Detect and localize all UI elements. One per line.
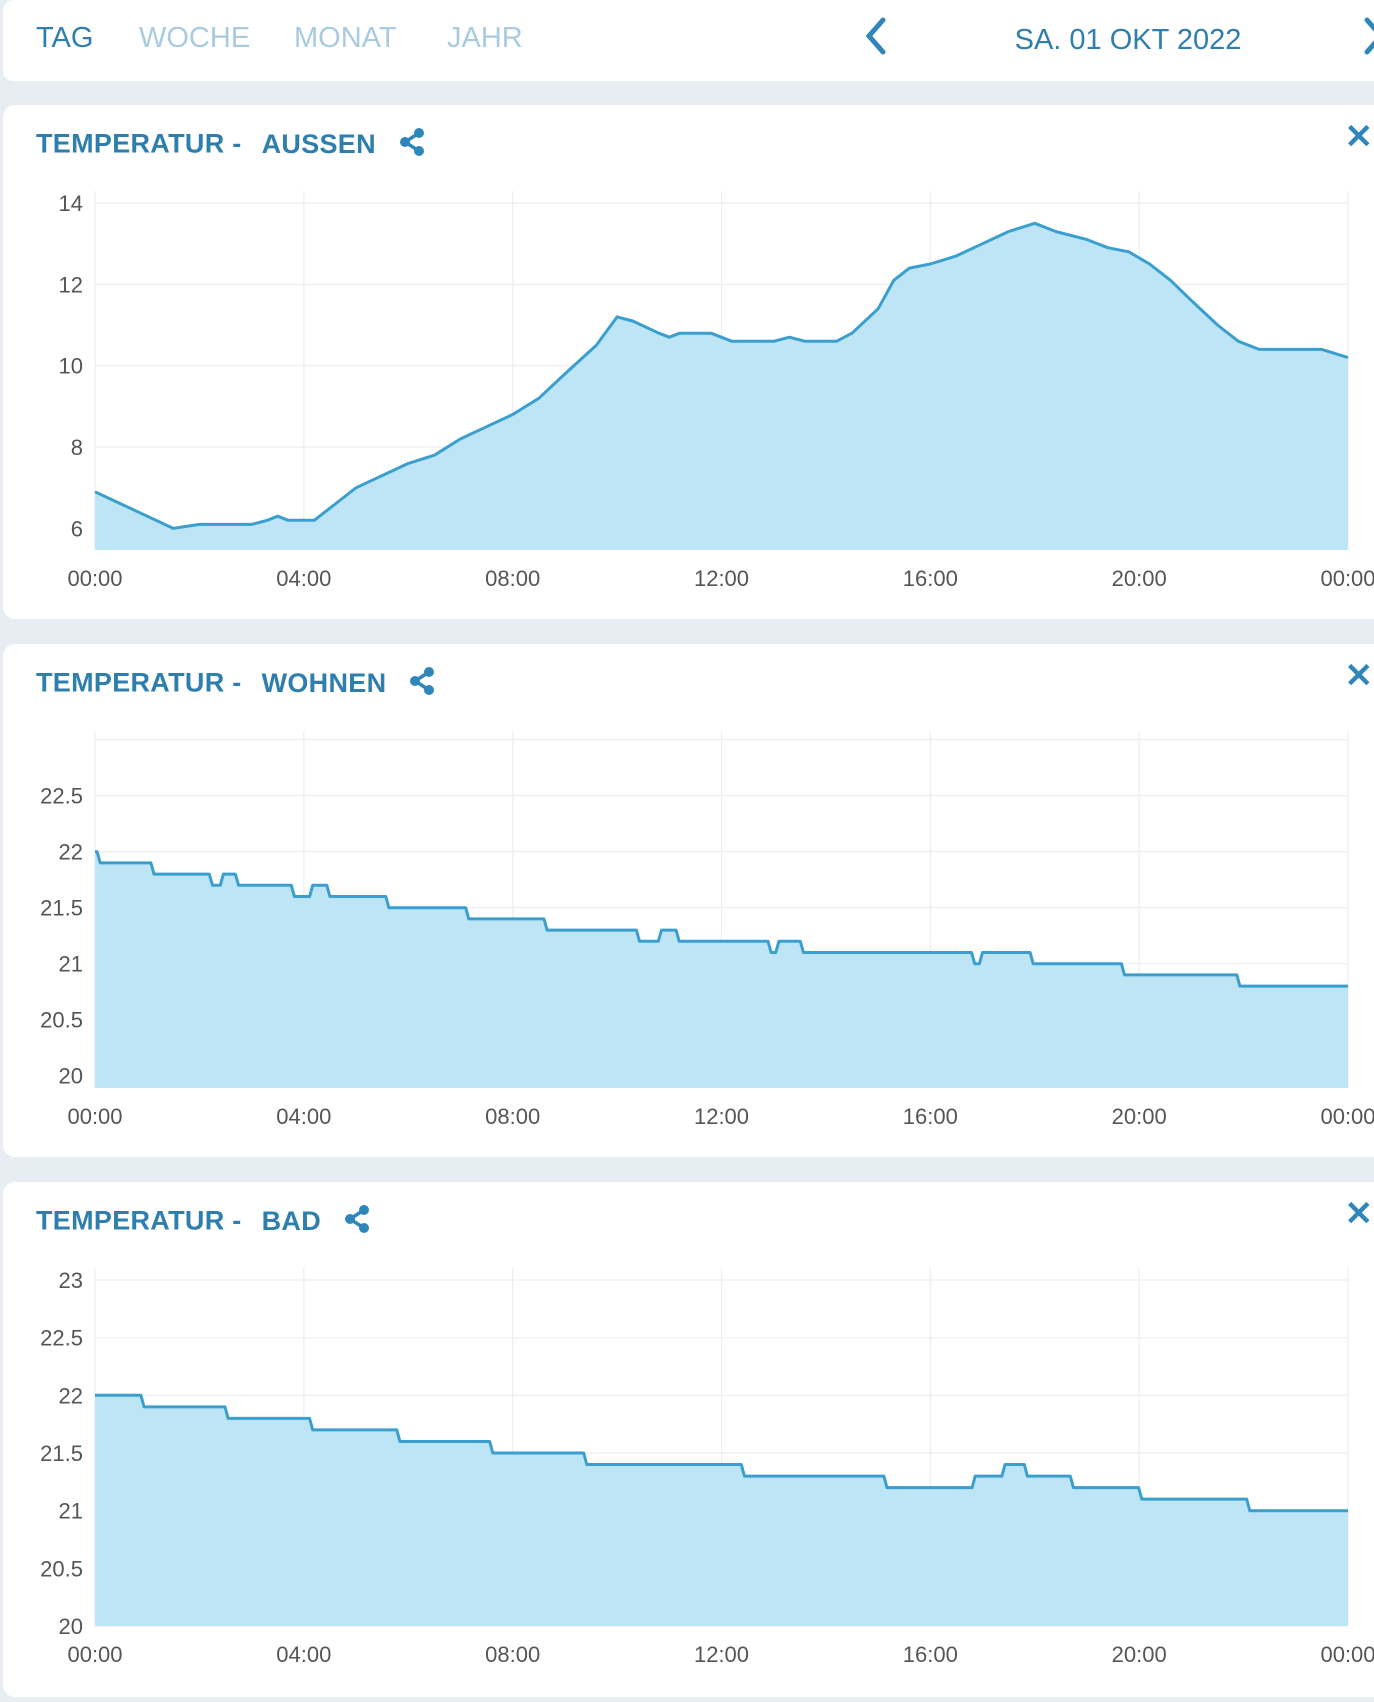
y-tick-label: 20.5 xyxy=(40,1556,83,1581)
chart-title: TEMPERATUR - AUSSEN xyxy=(36,127,426,164)
y-tick-label: 8 xyxy=(71,435,83,460)
close-icon[interactable]: ✕ xyxy=(1344,1195,1374,1233)
y-tick-label: 22.5 xyxy=(40,784,83,809)
title-prefix: TEMPERATUR - xyxy=(36,1205,242,1236)
y-tick-label: 20 xyxy=(59,1614,83,1639)
series-line xyxy=(94,221,1349,530)
area-fill xyxy=(95,851,1348,1088)
chart-title: TEMPERATUR - WOHNEN xyxy=(36,666,436,703)
x-tick-label: 04:00 xyxy=(276,1642,331,1667)
share-icon[interactable] xyxy=(343,1204,371,1241)
tab-jahr[interactable]: JAHR xyxy=(447,22,523,54)
close-icon[interactable]: ✕ xyxy=(1344,118,1374,156)
series-line xyxy=(95,850,1348,988)
y-tick-label: 22 xyxy=(59,1383,83,1408)
y-tick-label: 10 xyxy=(59,354,83,379)
x-tick-label: 08:00 xyxy=(485,1642,540,1667)
x-tick-label: 04:00 xyxy=(276,1104,331,1129)
chart-plot: 6 8 10 12 14 00:00 04:00 08:00 12:00 16:00 20:00 00… xyxy=(59,191,1374,591)
chart-card-aussen: TEMPERATUR - AUSSEN ✕ 6 8 10 12 14 00:00 04:00 08:… xyxy=(3,105,1374,619)
tab-tag[interactable]: TAG xyxy=(36,22,94,54)
y-tick-label: 21 xyxy=(59,952,83,977)
y-tick-label: 12 xyxy=(59,272,83,297)
chevron-left-icon[interactable] xyxy=(863,16,889,66)
x-tick-label: 16:00 xyxy=(903,1642,958,1667)
title-prefix: TEMPERATUR - xyxy=(36,667,242,698)
x-tick-label: 00:00 xyxy=(1320,1642,1374,1667)
x-tick-label: 16:00 xyxy=(903,566,958,591)
x-tick-label: 16:00 xyxy=(903,1104,958,1129)
period-toolbar: TAG WOCHE MONAT JAHR SA. 01 OKT 2022 xyxy=(3,0,1374,81)
y-tick-label: 22 xyxy=(59,840,83,865)
chart-plot: 20 20.5 21 21.5 22 22.5 00:00 04:00 08:00 12:00 16… xyxy=(40,731,1374,1129)
x-tick-label: 00:00 xyxy=(1320,1104,1374,1129)
x-tick-label: 08:00 xyxy=(485,1104,540,1129)
x-tick-label: 00:00 xyxy=(67,566,122,591)
x-tick-label: 20:00 xyxy=(1112,1104,1167,1129)
x-tick-label: 00:00 xyxy=(67,1104,122,1129)
y-tick-label: 14 xyxy=(59,191,83,216)
x-tick-label: 12:00 xyxy=(694,1104,749,1129)
chart-card-bad: TEMPERATUR - BAD ✕ 20 20.5 21 21.5 22 22.5 23 00:0… xyxy=(3,1182,1374,1697)
x-tick-label: 08:00 xyxy=(485,566,540,591)
title-location: AUSSEN xyxy=(261,128,376,159)
x-tick-label: 12:00 xyxy=(694,1642,749,1667)
area-fill xyxy=(95,223,1348,551)
x-tick-label: 20:00 xyxy=(1112,1642,1167,1667)
title-location: BAD xyxy=(261,1205,321,1236)
y-tick-label: 21.5 xyxy=(40,1441,83,1466)
share-icon[interactable] xyxy=(408,666,436,703)
chart-title: TEMPERATUR - BAD xyxy=(36,1204,371,1241)
tab-monat[interactable]: MONAT xyxy=(294,22,397,54)
y-tick-label: 6 xyxy=(71,516,83,541)
share-icon[interactable] xyxy=(398,127,426,164)
x-tick-label: 20:00 xyxy=(1112,566,1167,591)
series-line xyxy=(95,1393,1348,1513)
title-prefix: TEMPERATUR - xyxy=(36,128,242,159)
chart-plot: 20 20.5 21 21.5 22 22.5 23 00:00 04:00 08:00 12:00… xyxy=(40,1268,1374,1667)
tab-woche[interactable]: WOCHE xyxy=(139,22,251,54)
chevron-right-icon[interactable] xyxy=(1361,16,1374,66)
y-tick-label: 22.5 xyxy=(40,1326,83,1351)
current-date: SA. 01 OKT 2022 xyxy=(1014,24,1242,56)
x-tick-label: 04:00 xyxy=(276,566,331,591)
x-tick-label: 00:00 xyxy=(1320,566,1374,591)
y-tick-label: 20 xyxy=(59,1064,83,1089)
area-fill xyxy=(95,1395,1348,1626)
close-icon[interactable]: ✕ xyxy=(1344,657,1374,695)
y-tick-label: 20.5 xyxy=(40,1008,83,1033)
y-tick-label: 21 xyxy=(59,1499,83,1524)
chart-card-wohnen: TEMPERATUR - WOHNEN ✕ 20 20.5 21 21.5 22 22.5 00:… xyxy=(3,644,1374,1157)
x-tick-label: 00:00 xyxy=(67,1642,122,1667)
x-tick-label: 12:00 xyxy=(694,566,749,591)
title-location: WOHNEN xyxy=(261,667,387,698)
y-tick-label: 23 xyxy=(59,1268,83,1293)
y-tick-label: 21.5 xyxy=(40,896,83,921)
